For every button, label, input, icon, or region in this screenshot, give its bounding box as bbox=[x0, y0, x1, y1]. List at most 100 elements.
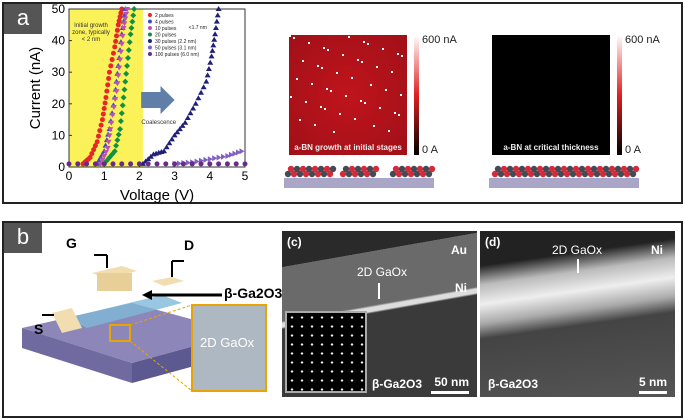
data-point bbox=[110, 50, 116, 56]
data-point bbox=[114, 137, 121, 144]
data-point bbox=[99, 117, 105, 123]
data-point bbox=[115, 131, 122, 138]
bright-spot bbox=[320, 106, 322, 108]
bright-spot bbox=[373, 125, 375, 127]
data-point bbox=[110, 161, 116, 167]
panel-a: a Initial growth zone, typically < 2 nm Coa… bbox=[2, 2, 683, 204]
data-point bbox=[200, 84, 207, 90]
data-point bbox=[184, 115, 191, 121]
c-scale-label: 50 nm bbox=[434, 375, 469, 389]
data-point bbox=[95, 133, 101, 139]
data-point bbox=[128, 24, 135, 31]
atom bbox=[311, 165, 319, 173]
bright-spot bbox=[363, 41, 365, 43]
data-point bbox=[235, 149, 241, 156]
data-point bbox=[233, 161, 239, 167]
bright-spot bbox=[388, 130, 390, 132]
data-point bbox=[232, 150, 238, 157]
atom bbox=[539, 170, 547, 178]
legend-entry: 20 pulses bbox=[155, 33, 177, 39]
bright-spot bbox=[321, 67, 323, 69]
atom bbox=[611, 170, 619, 178]
source-label: S bbox=[34, 321, 44, 337]
data-point bbox=[228, 151, 234, 158]
data-point bbox=[75, 161, 81, 167]
data-point bbox=[113, 89, 120, 95]
colorbar-1 bbox=[414, 35, 419, 155]
afm-map-initial: a-BN growth at initial stages bbox=[289, 35, 407, 155]
bright-spot bbox=[333, 131, 335, 133]
data-point bbox=[213, 18, 220, 24]
data-point bbox=[161, 148, 168, 154]
atom bbox=[629, 170, 637, 178]
data-point bbox=[121, 86, 128, 93]
atom bbox=[494, 165, 502, 173]
data-point bbox=[89, 151, 95, 157]
arrow-text: Coalescence bbox=[141, 120, 176, 126]
bright-spot bbox=[323, 47, 325, 49]
legend-marker bbox=[147, 39, 152, 43]
legend-entry: 30 pulses (2.2 nm) bbox=[155, 39, 197, 45]
bright-spot bbox=[382, 48, 384, 50]
atom bbox=[551, 170, 559, 178]
atom bbox=[560, 165, 568, 173]
bright-spot bbox=[326, 88, 328, 90]
data-point bbox=[117, 57, 124, 63]
data-point bbox=[216, 161, 222, 167]
y-tick-label: 0 bbox=[58, 160, 65, 174]
bright-spot bbox=[354, 118, 356, 120]
legend-marker bbox=[147, 26, 152, 30]
data-point bbox=[115, 22, 121, 28]
atom bbox=[620, 165, 628, 173]
atom bbox=[518, 165, 526, 173]
data-point bbox=[212, 24, 219, 30]
data-point bbox=[207, 156, 213, 163]
atom bbox=[302, 170, 310, 178]
data-point bbox=[163, 144, 170, 150]
atom bbox=[389, 170, 397, 178]
atom bbox=[398, 165, 406, 173]
bright-spot bbox=[339, 113, 341, 115]
data-point bbox=[121, 21, 128, 27]
legend-entry: 100 pulses (6.0 nm) bbox=[155, 52, 200, 58]
data-point bbox=[111, 148, 118, 155]
data-point bbox=[118, 41, 125, 47]
atom bbox=[545, 170, 553, 178]
bright-spot bbox=[385, 89, 387, 91]
atom bbox=[533, 170, 541, 178]
y-tick-label: 40 bbox=[52, 34, 66, 48]
bright-spot bbox=[376, 66, 378, 68]
data-point bbox=[104, 146, 111, 152]
data-point bbox=[125, 47, 132, 54]
bright-spot bbox=[370, 84, 372, 86]
bright-spot bbox=[351, 77, 353, 79]
bright-spot bbox=[367, 43, 369, 45]
atom bbox=[392, 165, 400, 173]
data-point bbox=[119, 161, 125, 167]
bright-spot bbox=[317, 65, 319, 67]
afm-map-critical: a-BN at critical thickness bbox=[492, 35, 610, 155]
data-point bbox=[122, 78, 129, 85]
atom bbox=[363, 170, 371, 178]
data-point bbox=[102, 100, 108, 106]
bright-spot bbox=[360, 100, 362, 102]
atom bbox=[500, 165, 508, 173]
zone-text: < 2 nm bbox=[82, 37, 101, 43]
atom bbox=[626, 165, 634, 173]
atom bbox=[372, 165, 380, 173]
atom bbox=[329, 165, 337, 173]
data-point bbox=[168, 136, 175, 142]
d-scalebar bbox=[639, 391, 667, 394]
atom bbox=[422, 165, 430, 173]
data-point bbox=[192, 100, 199, 106]
data-point bbox=[66, 161, 72, 167]
data-point bbox=[116, 18, 122, 24]
bright-spot bbox=[305, 101, 307, 103]
legend-marker bbox=[147, 52, 152, 56]
data-point bbox=[127, 31, 134, 38]
data-point bbox=[101, 161, 107, 167]
data-point bbox=[123, 70, 130, 77]
colorbar-2 bbox=[617, 35, 622, 155]
atom bbox=[284, 170, 292, 178]
data-point bbox=[166, 140, 173, 146]
